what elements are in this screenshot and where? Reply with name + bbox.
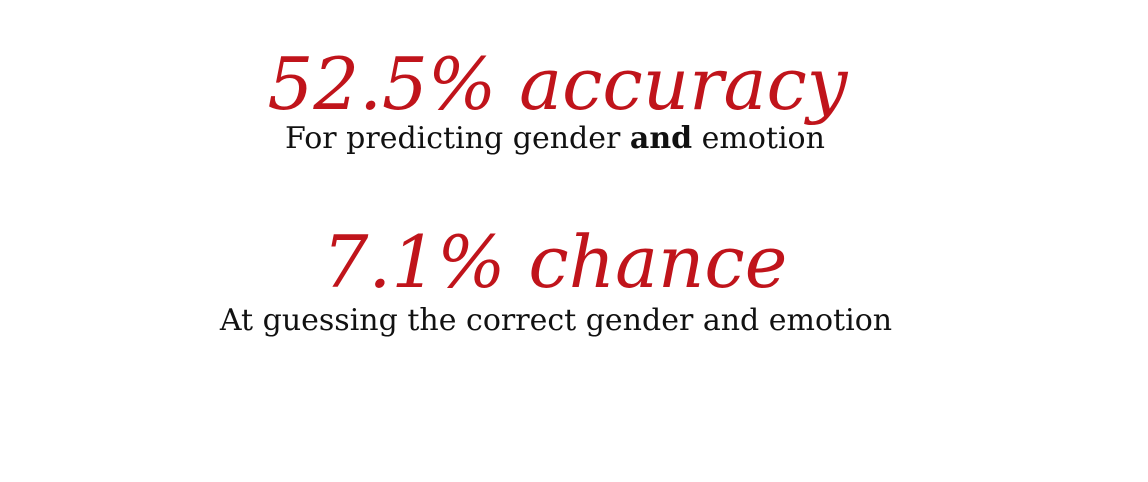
accuracy-subtitle: For predicting gender and emotion [0,124,1110,154]
accuracy-subtitle-start: For predicting gender [285,121,630,156]
accuracy-stat-block: 52.5% accuracy For predicting gender and… [0,48,1110,154]
accuracy-headline: 52.5% accuracy [267,42,848,126]
accuracy-subtitle-end: emotion [692,121,825,156]
chance-subtitle: At guessing the correct gender and emoti… [219,303,893,338]
chance-headline: 7.1% chance [322,220,788,304]
chance-stat-block: 7.1% chance At guessing the correct gend… [0,226,1110,336]
accuracy-subtitle-bold: and [629,121,693,156]
